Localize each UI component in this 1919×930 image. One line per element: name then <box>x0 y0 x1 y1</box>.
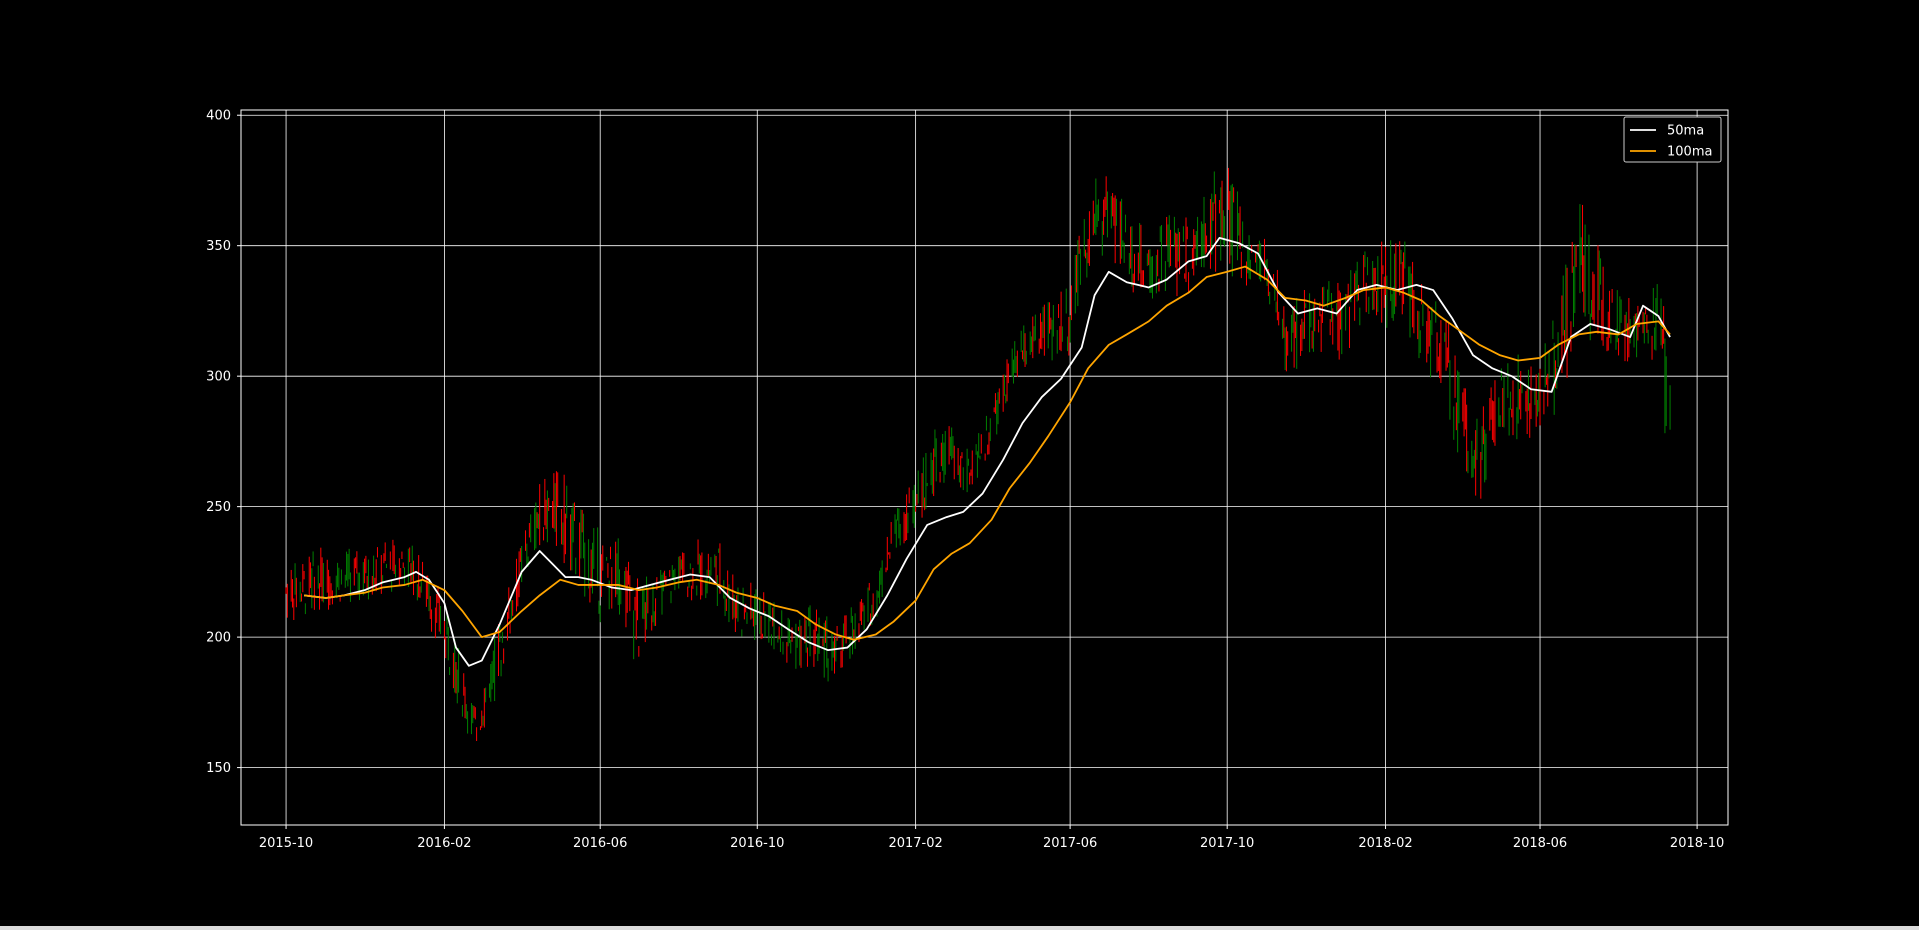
x-tick-label: 2018-10 <box>1670 836 1724 851</box>
x-tick-label: 2016-10 <box>730 836 784 851</box>
moving-averages <box>303 236 1671 667</box>
legend-label-100ma: 100ma <box>1667 145 1712 160</box>
legend-label-50ma: 50ma <box>1667 124 1704 139</box>
series-line-50ma <box>303 236 1671 667</box>
x-tick-label: 2018-06 <box>1513 836 1567 851</box>
legend: 50ma 100ma <box>1623 116 1722 163</box>
price-candles <box>285 167 1671 741</box>
y-tick-label: 150 <box>206 761 231 776</box>
grid <box>241 110 1728 825</box>
series-line-100ma <box>303 265 1671 641</box>
y-tick-label: 350 <box>206 239 231 254</box>
y-tick-label: 250 <box>206 500 231 515</box>
y-tick-label: 400 <box>206 109 231 124</box>
y-tick-label: 200 <box>206 631 231 646</box>
plot-area-frame <box>240 109 1729 826</box>
axis-ticks: 400 350 300 250 200 150 2015-10 2016-02 2016-06 2… <box>206 109 1724 851</box>
y-tick-label: 300 <box>206 370 231 385</box>
page-bottom-edge <box>0 926 1919 930</box>
x-tick-label: 2017-10 <box>1200 836 1254 851</box>
x-tick-label: 2015-10 <box>259 836 313 851</box>
x-tick-label: 2017-02 <box>888 836 942 851</box>
x-tick-label: 2017-06 <box>1043 836 1097 851</box>
x-tick-label: 2016-02 <box>417 836 471 851</box>
x-tick-label: 2016-06 <box>573 836 627 851</box>
x-tick-label: 2018-02 <box>1358 836 1412 851</box>
